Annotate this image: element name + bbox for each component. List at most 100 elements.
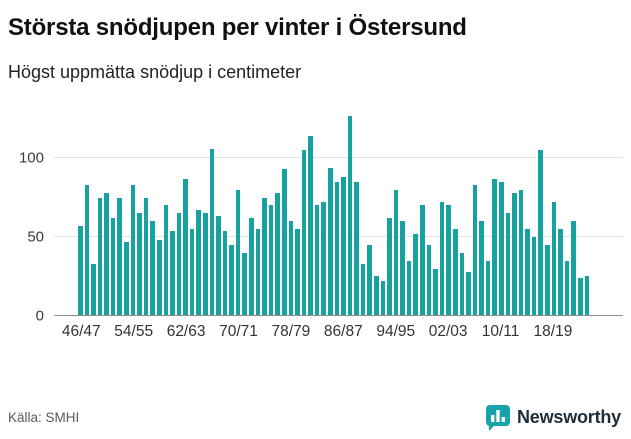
- bar: [235, 189, 241, 316]
- bar: [295, 229, 300, 316]
- y-axis: 0 50 100: [8, 111, 54, 324]
- bar: [420, 205, 425, 316]
- bar: [229, 244, 234, 316]
- bar: [97, 197, 103, 316]
- chart: 0 50 100: [8, 111, 623, 324]
- bar: [577, 277, 583, 316]
- bar: [466, 271, 471, 316]
- bar: [446, 205, 451, 316]
- bar: [584, 276, 590, 316]
- bar: [538, 150, 544, 316]
- bar: [564, 260, 570, 316]
- bar: [485, 260, 491, 316]
- bar: [518, 189, 524, 316]
- x-tick-label: 54/55: [114, 322, 154, 340]
- y-tick-label: 0: [35, 307, 44, 325]
- bar: [505, 213, 511, 316]
- bar: [525, 229, 530, 316]
- bar: [268, 205, 274, 316]
- x-axis-inner: 46/47 54/55 62/63 70/71 78/79 86/87 94/95 02/03…: [62, 321, 589, 345]
- bar: [249, 218, 254, 316]
- bar: [176, 213, 182, 316]
- x-tick-label: 70/71: [219, 322, 258, 340]
- bar: [150, 221, 155, 316]
- y-tick-label: 50: [27, 228, 44, 246]
- x-tick-label: 02/03: [428, 322, 468, 340]
- bar: [327, 167, 333, 316]
- gridline: [54, 157, 623, 159]
- bar: [117, 197, 123, 316]
- newsworthy-logo[interactable]: Newsworthy: [485, 404, 621, 431]
- bar: [262, 197, 267, 316]
- bar: [347, 115, 353, 316]
- bar: [91, 263, 96, 316]
- bar: [499, 181, 504, 316]
- x-tick-label: 18/19: [533, 322, 573, 340]
- bar: [216, 216, 221, 316]
- bars: [78, 111, 590, 316]
- bar: [321, 202, 326, 316]
- bar: [439, 202, 445, 316]
- bar: [110, 218, 116, 316]
- bar: [354, 181, 359, 316]
- bar: [124, 241, 129, 316]
- bar: [380, 281, 386, 316]
- bar: [189, 229, 195, 316]
- x-tick-label: 46/47: [61, 322, 101, 340]
- bar: [406, 260, 412, 316]
- bar: [393, 189, 399, 316]
- x-tick-label: 94/95: [376, 322, 416, 340]
- bar: [301, 150, 307, 316]
- bar: [314, 205, 320, 316]
- bar: [78, 225, 83, 316]
- bar: [452, 229, 458, 316]
- bar: [374, 276, 379, 316]
- bar: [275, 192, 280, 316]
- bar: [84, 184, 90, 316]
- bar: [143, 197, 149, 316]
- bar: [288, 221, 294, 316]
- bar: [472, 184, 478, 316]
- bar: [130, 184, 136, 316]
- bar: [512, 192, 517, 316]
- x-axis: 46/47 54/55 62/63 70/71 78/79 86/87 94/95 02/03…: [54, 321, 623, 345]
- bar: [308, 136, 313, 316]
- bar: [545, 244, 550, 316]
- x-tick-label: 10/11: [481, 322, 520, 340]
- bar: [156, 240, 162, 316]
- bar: [360, 263, 366, 316]
- x-tick-label: 78/79: [271, 322, 311, 340]
- bar: [222, 230, 228, 316]
- bar: [492, 178, 497, 316]
- bar: [459, 252, 465, 316]
- bar: [196, 210, 201, 316]
- x-tick-label: 62/63: [166, 322, 206, 340]
- bar: [334, 181, 340, 316]
- bar: [367, 244, 373, 316]
- chart-title: Största snödjupen per vinter i Östersund: [8, 14, 467, 41]
- bar: [281, 169, 287, 316]
- x-tick-label: 86/87: [323, 322, 363, 340]
- source-label: Källa: SMHI: [8, 410, 80, 425]
- bar: [571, 221, 576, 316]
- bar: [413, 233, 419, 316]
- bar: [202, 213, 208, 316]
- bar: [531, 236, 537, 316]
- bar: [426, 244, 432, 316]
- bar: [255, 229, 261, 316]
- chart-subtitle: Högst uppmätta snödjup i centimeter: [8, 61, 302, 82]
- bar: [400, 221, 405, 316]
- plot-area: [54, 111, 623, 316]
- bar: [551, 202, 557, 316]
- bar: [479, 221, 484, 316]
- bar: [209, 148, 215, 316]
- bar: [183, 178, 188, 316]
- bar: [558, 229, 563, 316]
- bar: [137, 213, 142, 316]
- bar: [341, 177, 346, 316]
- bar: [104, 192, 109, 316]
- bar: [242, 252, 248, 316]
- newsworthy-wordmark: Newsworthy: [516, 407, 621, 427]
- bar: [433, 268, 438, 316]
